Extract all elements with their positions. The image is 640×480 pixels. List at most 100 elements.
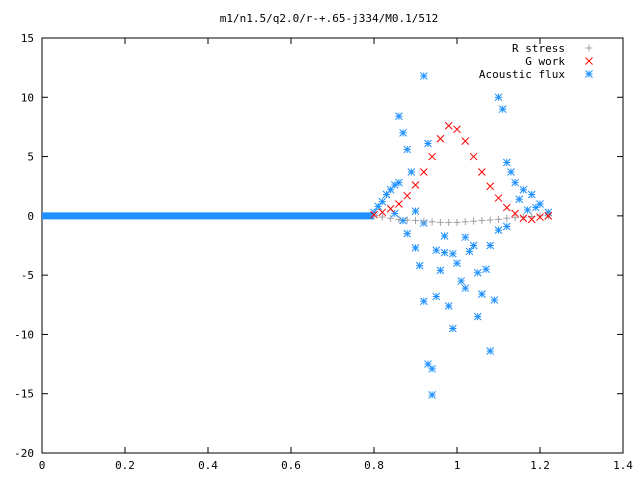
data-point xyxy=(470,217,478,225)
data-point xyxy=(494,93,503,102)
data-point xyxy=(403,229,412,238)
data-point xyxy=(432,246,441,255)
data-point xyxy=(440,232,449,240)
data-point xyxy=(395,200,403,208)
data-point xyxy=(536,212,544,220)
data-point xyxy=(403,216,411,224)
data-point xyxy=(399,129,407,137)
data-point xyxy=(445,218,453,226)
chart-title: m1/n1.5/q2.0/r-+.65-j334/M0.1/512 xyxy=(220,12,439,25)
x-tick-label: 1.4 xyxy=(613,459,633,472)
data-point xyxy=(412,217,419,225)
data-point xyxy=(370,212,378,220)
data-point xyxy=(478,217,486,225)
x-tick-label: 0.8 xyxy=(364,459,384,472)
data-point xyxy=(465,247,474,256)
data-point xyxy=(382,190,391,199)
data-point xyxy=(511,214,519,222)
data-point xyxy=(498,105,507,113)
data-point xyxy=(440,248,449,257)
data-point xyxy=(544,208,553,217)
data-point xyxy=(453,125,461,134)
x-tick-label: 0.6 xyxy=(281,459,301,472)
data-point xyxy=(370,210,378,219)
data-point xyxy=(503,214,511,222)
series-layer xyxy=(42,72,553,399)
x-tick-label: 1 xyxy=(454,459,461,472)
y-tick-label: 0 xyxy=(27,210,34,223)
data-point xyxy=(395,178,403,187)
data-point xyxy=(386,204,395,213)
data-point xyxy=(494,194,503,202)
data-point xyxy=(444,302,453,310)
data-point xyxy=(523,206,532,214)
data-point xyxy=(511,178,519,187)
data-point xyxy=(411,181,420,189)
data-point xyxy=(419,168,428,176)
legend-label: G work xyxy=(525,55,565,68)
data-point xyxy=(424,360,432,368)
data-point xyxy=(490,296,499,304)
data-point xyxy=(436,134,445,143)
x-tick-label: 0 xyxy=(39,459,46,472)
data-point xyxy=(527,190,536,199)
data-point xyxy=(461,218,469,226)
data-point xyxy=(403,145,412,154)
data-point xyxy=(507,168,515,176)
data-point xyxy=(428,364,436,373)
x-tick-label: 0.2 xyxy=(115,459,135,472)
data-point xyxy=(469,152,478,161)
plot-frame xyxy=(41,37,624,454)
data-point xyxy=(478,290,486,298)
legend-marker xyxy=(585,70,593,78)
data-point xyxy=(378,208,387,217)
data-point xyxy=(411,244,420,252)
series-r-stress xyxy=(370,212,552,226)
data-point xyxy=(432,292,441,301)
y-tick-label: 15 xyxy=(21,32,34,45)
data-point xyxy=(515,195,524,204)
series-g-work xyxy=(370,121,553,224)
data-point xyxy=(486,347,495,355)
data-point xyxy=(448,249,457,258)
data-point xyxy=(453,218,461,226)
data-point xyxy=(486,182,495,191)
axes: 0 0.2 0.4 0.6 0.8 1 1.2 1.4 15 10 5 0 -5 -10 -15 -20 xyxy=(14,32,633,472)
y-tick-label: -10 xyxy=(14,328,34,341)
data-point xyxy=(448,324,457,333)
data-point xyxy=(424,139,432,148)
data-point xyxy=(378,197,387,206)
data-point xyxy=(399,216,407,225)
data-point xyxy=(403,191,412,200)
data-point xyxy=(407,168,416,176)
data-point xyxy=(415,261,424,270)
data-point xyxy=(457,277,466,285)
legend-label: R stress xyxy=(512,42,565,55)
data-point xyxy=(461,284,470,293)
data-point xyxy=(387,214,395,222)
data-point xyxy=(461,233,470,242)
legend-marker xyxy=(585,57,593,65)
data-point xyxy=(502,222,511,231)
data-point xyxy=(444,121,453,130)
data-point xyxy=(519,213,527,221)
data-point xyxy=(486,216,494,224)
data-point xyxy=(536,213,544,221)
data-point xyxy=(536,200,544,208)
legend-label: Acoustic flux xyxy=(479,68,565,81)
data-point xyxy=(478,168,486,176)
data-point xyxy=(420,217,428,225)
data-point xyxy=(494,226,503,234)
data-point xyxy=(428,391,436,399)
data-point xyxy=(495,215,502,223)
data-point xyxy=(428,152,436,161)
x-tick-label: 1.2 xyxy=(530,459,550,472)
data-point xyxy=(419,72,428,80)
data-point xyxy=(519,214,528,223)
legend-marker xyxy=(585,44,593,52)
data-point xyxy=(411,207,420,215)
series-acoustic-flux xyxy=(42,72,553,399)
data-point xyxy=(436,218,444,226)
data-point xyxy=(395,112,403,121)
